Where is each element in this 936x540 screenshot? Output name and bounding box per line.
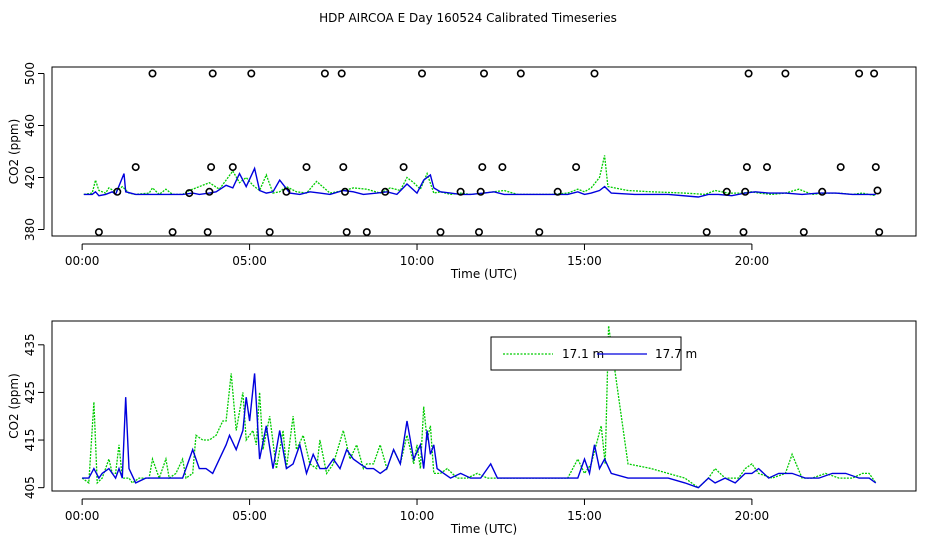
calibration-marker (205, 187, 214, 196)
calibration-marker (553, 187, 562, 196)
calibration-marker (498, 163, 507, 172)
calibration-marker (702, 228, 711, 237)
calibration-marker (799, 228, 808, 237)
y-tick-label: 425 (23, 381, 37, 404)
calibration-marker (516, 69, 525, 78)
bottom-y-axis: 405 415 425 435 (23, 333, 45, 499)
top-x-axis-label: Time (UTC) (450, 267, 517, 281)
x-tick-label: 10:00 (400, 254, 435, 268)
calibration-marker (320, 69, 329, 78)
legend: 17.1 m 17.7 m (490, 336, 697, 371)
chart-title: HDP AIRCOA E Day 160524 Calibrated Times… (319, 11, 617, 25)
top-marker-layer (94, 69, 884, 237)
calibration-marker (836, 163, 845, 172)
x-tick-label: 00:00 (65, 509, 100, 523)
legend-box (490, 336, 682, 371)
x-tick-label: 20:00 (735, 509, 770, 523)
legend-label-17-1m: 17.1 m (562, 347, 604, 361)
y-tick-label: 420 (23, 166, 37, 189)
x-tick-label: 15:00 (567, 254, 602, 268)
y-tick-label: 380 (23, 218, 37, 241)
x-tick-label: 10:00 (400, 509, 435, 523)
x-tick-label: 05:00 (232, 254, 267, 268)
calibration-marker (168, 228, 177, 237)
bottom-x-axis: 00:00 05:00 10:00 15:00 20:00 (65, 498, 770, 523)
calibration-marker (722, 187, 731, 196)
bottom-series-17-7-m-line (82, 373, 877, 489)
calibration-marker (476, 187, 485, 196)
top-series-17-1-m-line (83, 155, 876, 197)
calibration-marker (572, 163, 581, 172)
calibration-marker (148, 69, 157, 78)
calibration-marker (741, 187, 750, 196)
top-y-axis-label: CO2 (ppm) (7, 119, 21, 185)
bottom-plot-frame (51, 320, 917, 492)
calibration-marker (436, 228, 445, 237)
x-tick-label: 20:00 (735, 254, 770, 268)
x-tick-label: 05:00 (232, 509, 267, 523)
top-x-axis: 00:00 05:00 10:00 15:00 20:00 (65, 243, 770, 268)
calibration-marker (302, 163, 311, 172)
calibration-marker (739, 228, 748, 237)
top-series-layer (83, 155, 876, 198)
bottom-series-17-1-m-line (81, 325, 877, 489)
calibration-marker (744, 69, 753, 78)
calibration-marker (870, 69, 879, 78)
calibration-marker (590, 69, 599, 78)
calibration-marker (113, 187, 122, 196)
calibration-marker (417, 69, 426, 78)
calibration-marker (337, 69, 346, 78)
bottom-series-layer (81, 325, 877, 489)
calibration-marker (131, 163, 140, 172)
calibration-marker (282, 187, 291, 196)
calibration-marker (399, 163, 408, 172)
y-tick-label: 460 (23, 114, 37, 137)
calibration-marker (265, 228, 274, 237)
calibration-marker (781, 69, 790, 78)
calibration-marker (94, 228, 103, 237)
calibration-marker (875, 228, 884, 237)
calibration-marker (474, 228, 483, 237)
bottom-panel: 00:00 05:00 10:00 15:00 20:00 405 415 425 435 T… (7, 320, 917, 536)
x-tick-label: 00:00 (65, 254, 100, 268)
calibration-marker (362, 228, 371, 237)
calibration-marker (339, 163, 348, 172)
calibration-marker (873, 186, 882, 195)
y-tick-label: 415 (23, 429, 37, 452)
calibration-marker (818, 187, 827, 196)
calibration-marker (762, 163, 771, 172)
calibration-marker (456, 187, 465, 196)
calibration-marker (340, 187, 349, 196)
legend-label-17-7m: 17.7 m (655, 347, 697, 361)
calibration-marker (207, 163, 216, 172)
bottom-x-axis-label: Time (UTC) (450, 522, 517, 536)
x-tick-label: 15:00 (567, 509, 602, 523)
calibration-marker (855, 69, 864, 78)
calibration-marker (208, 69, 217, 78)
calibration-marker (871, 163, 880, 172)
top-panel: 00:00 05:00 10:00 15:00 20:00 380 420 460 500 T… (7, 62, 917, 281)
calibration-marker (203, 228, 212, 237)
top-y-axis: 380 420 460 500 (23, 62, 45, 241)
y-tick-label: 500 (23, 62, 37, 85)
calibration-marker (228, 163, 237, 172)
y-tick-label: 435 (23, 333, 37, 356)
calibration-marker (185, 189, 194, 198)
calibration-marker (247, 69, 256, 78)
bottom-y-axis-label: CO2 (ppm) (7, 373, 21, 439)
calibration-marker (381, 187, 390, 196)
calibration-marker (535, 228, 544, 237)
y-tick-label: 405 (23, 476, 37, 499)
top-plot-frame (51, 66, 917, 237)
calibration-marker (342, 228, 351, 237)
calibration-marker (479, 69, 488, 78)
calibration-marker (478, 163, 487, 172)
calibration-marker (742, 163, 751, 172)
